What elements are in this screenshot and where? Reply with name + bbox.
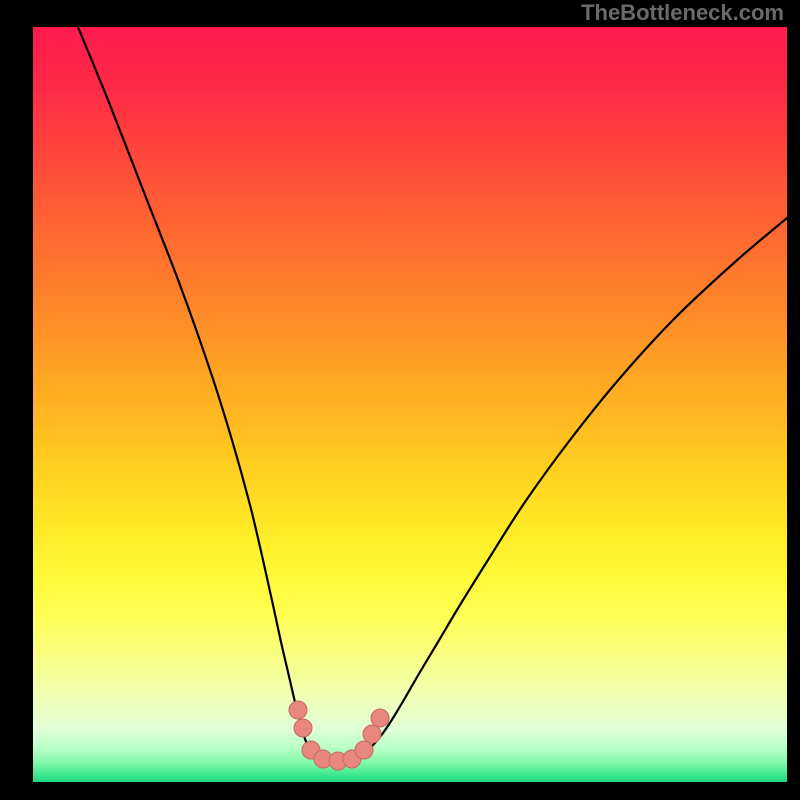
data-marker xyxy=(363,725,381,743)
plot-background xyxy=(33,27,787,782)
data-marker xyxy=(355,741,373,759)
data-marker xyxy=(371,709,389,727)
data-marker xyxy=(294,719,312,737)
chart-svg xyxy=(0,0,800,800)
data-marker xyxy=(289,701,307,719)
chart-container: TheBottleneck.com xyxy=(0,0,800,800)
